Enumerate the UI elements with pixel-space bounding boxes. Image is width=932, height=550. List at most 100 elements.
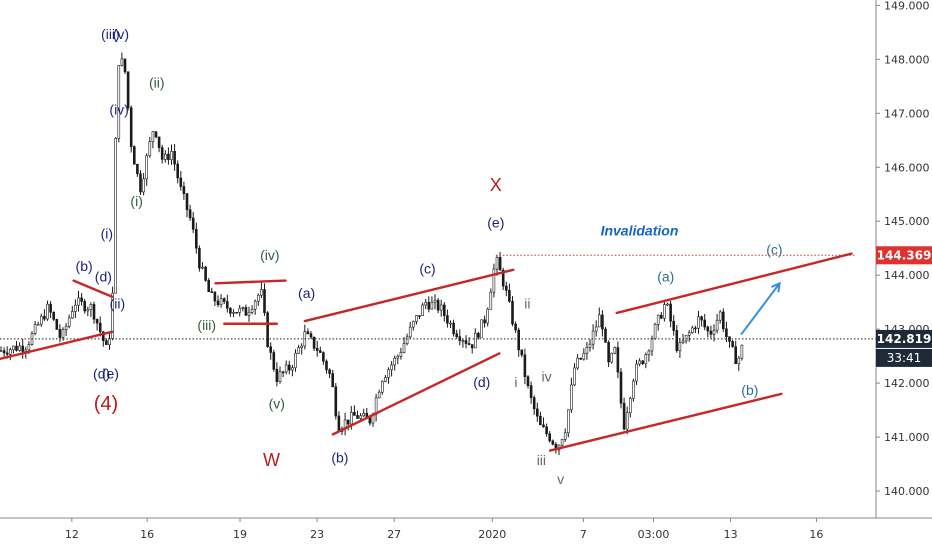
candle-body xyxy=(139,173,142,193)
trendlines-layer xyxy=(0,252,853,452)
candle-body xyxy=(684,334,688,342)
candle-body xyxy=(486,309,490,324)
wave-label: i xyxy=(514,374,517,390)
candle-body xyxy=(108,338,111,345)
candle-body xyxy=(597,314,601,328)
candle-body xyxy=(433,299,437,303)
candle-body xyxy=(650,338,654,352)
candle-body xyxy=(328,369,331,374)
candle-body xyxy=(405,336,409,344)
candle-body xyxy=(117,65,121,139)
candle-body xyxy=(442,304,446,316)
candle-body xyxy=(551,440,555,445)
candle-body xyxy=(591,330,595,345)
candle-body xyxy=(182,186,186,194)
candle-body xyxy=(95,318,99,324)
projection-arrow xyxy=(740,282,781,336)
candle-body xyxy=(430,301,434,310)
candle-body xyxy=(663,304,666,319)
candle-body xyxy=(331,373,335,387)
candle-body xyxy=(718,311,722,321)
candle-body xyxy=(2,350,6,354)
candle-body xyxy=(446,315,449,324)
candle-body xyxy=(92,304,96,320)
candle-body xyxy=(151,131,155,143)
candle-body xyxy=(467,343,471,345)
candle-body xyxy=(678,342,682,351)
candle-body xyxy=(198,247,201,269)
candle-body xyxy=(325,360,328,371)
price-badge xyxy=(876,329,932,348)
candle-body xyxy=(222,298,226,302)
candle-body xyxy=(480,319,483,338)
candle-body xyxy=(508,290,511,302)
candle-body xyxy=(142,178,145,193)
candle-body xyxy=(576,357,579,369)
candle-body xyxy=(349,411,353,425)
candle-body xyxy=(15,345,18,351)
candle-body xyxy=(136,163,139,175)
candle-body xyxy=(545,426,548,435)
candle-body xyxy=(58,329,62,338)
candle-body xyxy=(731,341,734,347)
trendline xyxy=(331,352,501,436)
candle-body xyxy=(188,209,192,219)
candle-body xyxy=(601,314,604,330)
wave-label: (ii) xyxy=(110,296,126,312)
candle-body xyxy=(80,297,83,302)
wave-label: (4) xyxy=(94,393,118,415)
candle-body xyxy=(607,342,610,363)
candle-body xyxy=(102,331,105,342)
time-tick-label: 12 xyxy=(65,528,79,541)
time-tick-label: 16 xyxy=(809,528,823,541)
candle-body xyxy=(449,322,452,325)
candle-body xyxy=(241,307,245,309)
candle-body xyxy=(520,349,524,356)
time-axis[interactable]: 12 16 19 23 27 2020 7 03:00 13 16 xyxy=(65,518,824,541)
wave-label: (iii) xyxy=(101,26,120,42)
candle-body xyxy=(5,352,9,355)
candle-body xyxy=(126,71,130,109)
candle-body xyxy=(740,344,744,359)
candle-body xyxy=(418,315,421,317)
candle-body xyxy=(613,347,617,354)
candle-body xyxy=(18,345,21,351)
candle-body xyxy=(548,433,552,442)
candle-body xyxy=(201,266,204,269)
candle-body xyxy=(697,316,700,329)
wave-label: iv xyxy=(542,368,552,384)
wave-label: W xyxy=(263,450,280,470)
candle-body xyxy=(154,131,158,138)
candle-body xyxy=(195,228,198,249)
wave-label: (iii) xyxy=(197,317,216,333)
candle-body xyxy=(628,398,632,414)
time-tick-label: 2020 xyxy=(478,528,506,541)
candle-body xyxy=(644,354,648,365)
candle-body xyxy=(504,285,508,291)
trendline xyxy=(72,279,114,298)
candle-body xyxy=(501,269,505,287)
time-tick-label: 7 xyxy=(580,528,587,541)
candle-body xyxy=(356,415,359,419)
candle-body xyxy=(455,333,459,338)
candle-body xyxy=(359,415,362,419)
candle-body xyxy=(585,347,589,354)
candle-body xyxy=(167,153,170,160)
candle-body xyxy=(393,357,397,366)
projection-arrow-head xyxy=(771,281,781,293)
candle-body xyxy=(77,297,80,306)
candle-body xyxy=(539,415,542,426)
price-tick-label: 142.000 xyxy=(884,377,930,390)
candle-body xyxy=(452,322,455,335)
wave-label: (v) xyxy=(113,26,129,42)
reference-lines-layer xyxy=(0,254,876,340)
candle-body xyxy=(436,299,440,311)
price-tick-label: 144.000 xyxy=(884,269,930,282)
candle-body xyxy=(495,257,499,270)
candle-body xyxy=(21,345,25,352)
wave-label: Invalidation xyxy=(601,223,679,239)
candle-body xyxy=(337,415,341,432)
candle-body xyxy=(526,376,530,387)
candle-body xyxy=(105,340,108,345)
